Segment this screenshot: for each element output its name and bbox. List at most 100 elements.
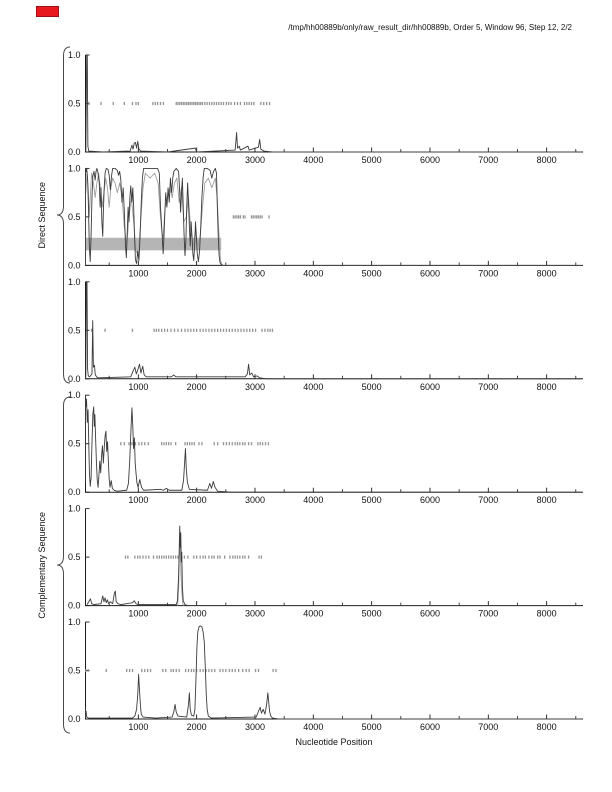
- orf-marker-tick: [261, 328, 263, 332]
- orf-marker-tick: [238, 668, 240, 673]
- orf-marker-tick: [254, 668, 257, 673]
- plot-title: /tmp/hh00889b/only/raw_result_dir/hh0088…: [288, 23, 572, 32]
- orf-marker-tick: [236, 101, 239, 106]
- orf-marker-tick: [239, 555, 241, 559]
- axis-label: 4000: [303, 609, 323, 619]
- axis-label: 6000: [420, 155, 440, 165]
- orf-marker-tick: [154, 101, 156, 106]
- orf-marker-tick: [257, 442, 259, 446]
- orf-marker-tick: [250, 215, 253, 219]
- orf-marker-tick: [128, 668, 131, 673]
- orf-marker-tick: [236, 555, 239, 559]
- orf-marker-tick: [234, 328, 236, 332]
- orf-marker-tick: [260, 101, 262, 106]
- orf-marker-tick: [175, 668, 177, 673]
- orf-marker-tick: [158, 328, 160, 332]
- orf-marker-tick: [259, 442, 261, 446]
- orf-marker-tick: [258, 555, 260, 559]
- axis-label: 7000: [478, 382, 498, 392]
- orf-marker-tick: [225, 101, 228, 106]
- axis-label: 4000: [303, 382, 323, 392]
- orf-marker-tick: [225, 668, 227, 673]
- orf-marker-tick: [256, 215, 258, 219]
- orf-marker-tick: [198, 442, 200, 446]
- orf-marker-tick: [138, 442, 140, 446]
- orf-marker-tick: [184, 442, 186, 446]
- orf-marker-tick: [170, 328, 172, 332]
- axis-label: 3000: [245, 609, 265, 619]
- orf-marker-tick: [204, 555, 207, 559]
- orf-marker-tick: [123, 442, 125, 446]
- orf-marker-tick: [264, 328, 266, 332]
- axis-label: 2000: [187, 382, 207, 392]
- orf-marker-tick: [247, 442, 250, 446]
- axis-label: 1000: [128, 155, 148, 165]
- orf-marker-tick: [124, 555, 127, 559]
- orf-marker-tick: [194, 101, 197, 106]
- orf-marker-tick: [85, 668, 87, 673]
- panel-axes: [85, 395, 583, 493]
- orf-marker-tick: [105, 668, 107, 673]
- panel-direct-2: 1000 2000 3000 4000 5000 6000 7000 8000 1.0 0.5 0.…: [68, 163, 583, 278]
- complementary-sequence-label-wrap: Complementary Sequence: [35, 397, 49, 733]
- orf-marker-tick: [228, 668, 230, 673]
- orf-marker-tick: [172, 668, 174, 673]
- orf-marker-tick: [145, 555, 147, 559]
- orf-marker-tick: [201, 101, 204, 106]
- orf-marker-tick: [165, 442, 167, 446]
- orf-marker-tick: [175, 101, 177, 106]
- axis-label: 5000: [362, 268, 382, 278]
- orf-marker-tick: [191, 101, 193, 106]
- orf-marker-tick: [231, 442, 233, 446]
- orf-marker-tick: [247, 555, 250, 559]
- orf-marker-tick: [186, 442, 188, 446]
- orf-marker-tick: [215, 101, 218, 106]
- orf-marker-tick: [144, 668, 146, 673]
- axis-label: 8000: [537, 155, 557, 165]
- orf-marker-tick: [205, 328, 207, 332]
- orf-marker-tick: [158, 555, 160, 559]
- orf-marker-tick: [131, 101, 134, 106]
- orf-marker-tick: [177, 328, 179, 332]
- orf-marker-tick: [271, 328, 274, 332]
- axis-label: 1000: [128, 722, 148, 732]
- orf-marker-tick: [190, 668, 193, 673]
- orf-marker-tick: [123, 101, 125, 106]
- orf-marker-tick: [245, 668, 247, 673]
- orf-marker-tick: [165, 668, 167, 673]
- orf-marker-tick: [208, 668, 210, 673]
- axis-label: 8000: [537, 722, 557, 732]
- orf-marker-tick: [200, 101, 202, 106]
- orf-marker-tick: [205, 668, 207, 673]
- orf-marker-tick: [218, 101, 220, 106]
- threshold-band: [85, 237, 222, 251]
- orf-marker-tick: [147, 442, 149, 446]
- orf-marker-tick: [231, 668, 233, 673]
- orf-marker-tick: [131, 668, 134, 673]
- orf-marker-tick: [272, 668, 274, 673]
- orf-marker-tick: [214, 328, 216, 332]
- orf-marker-tick: [228, 442, 230, 446]
- axis-label: 6000: [420, 722, 440, 732]
- orf-marker-tick: [268, 101, 271, 106]
- orf-marker-tick: [199, 328, 201, 332]
- direct-sequence-brace: [56, 46, 71, 384]
- panel-axes: [85, 508, 583, 607]
- orf-marker-tick: [196, 328, 198, 332]
- orf-marker-tick: [88, 101, 90, 106]
- axis-label: 3000: [245, 495, 265, 505]
- orf-marker-tick: [230, 101, 232, 106]
- orf-marker-tick: [156, 101, 159, 106]
- orf-marker-tick: [156, 555, 158, 559]
- orf-marker-tick: [131, 328, 134, 332]
- orf-marker-tick: [152, 555, 155, 559]
- orf-marker-tick: [198, 101, 200, 106]
- red-marker: [36, 6, 59, 17]
- orf-marker-tick: [211, 328, 213, 332]
- panel-direct-3: 1000 2000 3000 4000 5000 6000 7000 8000 1.0 0.5 0.…: [68, 277, 583, 392]
- axis-label: 0.5: [68, 439, 81, 449]
- orf-marker-tick: [134, 442, 137, 446]
- orf-marker-tick: [242, 668, 244, 673]
- axis-label: 1.0: [68, 163, 81, 173]
